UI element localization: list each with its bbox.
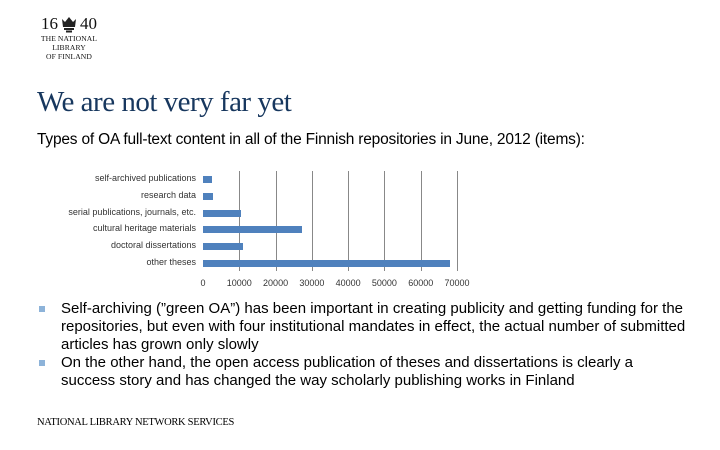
bullet-item: On the other hand, the open access publi…	[37, 354, 687, 390]
gridline	[275, 171, 277, 271]
category-label: other theses	[146, 257, 196, 267]
national-library-logo: 16 40 THE NATIONAL LIBRARY OF FINLAND	[36, 14, 102, 76]
gridline	[420, 171, 422, 271]
logo-line-2: LIBRARY	[52, 43, 86, 52]
category-label: research data	[140, 189, 196, 200]
bullet-text: On the other hand, the open access publi…	[61, 354, 634, 389]
x-tick-label: 40000	[335, 278, 361, 288]
gridline	[239, 171, 241, 271]
bullet-square-icon	[39, 360, 45, 366]
bar-chart: 0 10000 20000 30000 40000 50000 60000 70000 self…	[68, 171, 470, 288]
gridline	[311, 171, 313, 271]
logo-year-right: 40	[80, 14, 97, 33]
x-tick-label: 50000	[371, 278, 397, 288]
slide-title: We are not very far yet	[37, 86, 292, 118]
category-label: self-archived publications	[94, 173, 196, 183]
bullet-text: Self-archiving (”green OA”) has been imp…	[61, 300, 686, 353]
bullet-list: Self-archiving (”green OA”) has been imp…	[37, 300, 687, 390]
chart-subtitle: Types of OA full-text content in all of …	[37, 131, 585, 148]
logo-line-3: OF FINLAND	[46, 52, 92, 61]
bar	[203, 243, 244, 251]
bar	[203, 226, 303, 234]
bullet-square-icon	[39, 306, 45, 312]
x-tick-label: 20000	[263, 278, 289, 288]
x-tick-label: 70000	[444, 278, 470, 288]
x-tick-label: 30000	[299, 278, 325, 288]
logo-year: 16 40	[36, 14, 102, 34]
logo-year-left: 16	[41, 14, 58, 33]
bar	[203, 176, 213, 183]
crown-emblem-icon	[62, 17, 76, 33]
category-label: serial publications, journals, etc.	[68, 206, 196, 217]
x-tick-label: 60000	[408, 278, 434, 288]
bar	[203, 192, 214, 200]
gridline	[384, 171, 386, 271]
logo-line-1: THE NATIONAL	[40, 34, 98, 43]
category-label: cultural heritage materials	[92, 223, 196, 234]
bullet-item: Self-archiving (”green OA”) has been imp…	[37, 300, 687, 354]
bar	[203, 209, 242, 217]
bar	[203, 260, 450, 267]
x-tick-label: 10000	[226, 278, 252, 288]
category-label: doctoral dissertations	[110, 240, 196, 251]
x-tick-label: 0	[200, 278, 206, 288]
gridline	[457, 171, 458, 271]
gridline	[348, 171, 350, 271]
footer-text: NATIONAL LIBRARY NETWORK SERVICES	[37, 417, 235, 428]
